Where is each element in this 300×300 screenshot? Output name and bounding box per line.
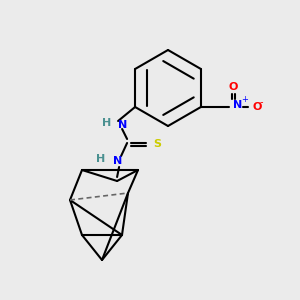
Text: O: O: [253, 102, 262, 112]
Text: S: S: [153, 139, 161, 149]
Text: +: +: [241, 95, 248, 104]
Text: -: -: [259, 97, 263, 107]
Text: O: O: [228, 82, 238, 92]
Text: H: H: [102, 118, 111, 128]
Text: N: N: [233, 100, 242, 110]
Text: N: N: [113, 156, 122, 166]
Text: N: N: [118, 120, 127, 130]
Text: H: H: [96, 154, 105, 164]
